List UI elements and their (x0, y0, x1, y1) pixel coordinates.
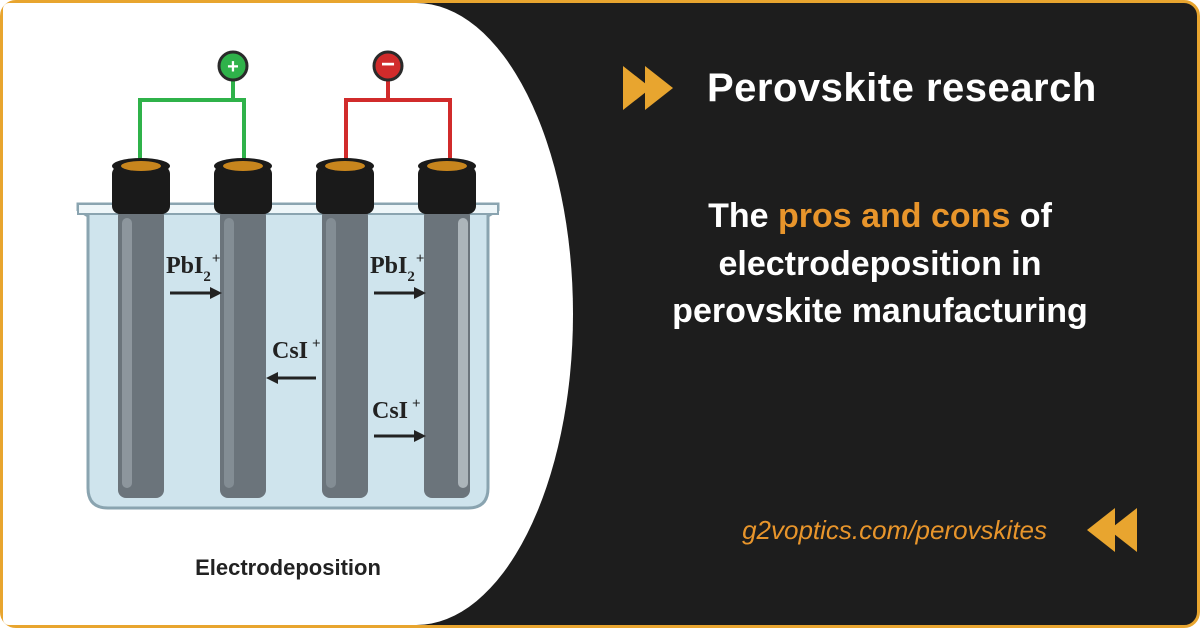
subtitle-prefix: The (708, 197, 778, 235)
subtitle-suffix-1: of (1010, 197, 1052, 235)
source-url: g2voptics.com/perovskites (742, 515, 1047, 546)
page-title: Perovskite research (707, 66, 1097, 111)
diagram: + − (58, 48, 518, 533)
svg-text:−: − (381, 51, 395, 78)
subtitle-accent: pros and cons (778, 197, 1010, 235)
electrode-1 (112, 158, 170, 498)
terminal-minus: − (374, 51, 402, 80)
subtitle-line-2: electrodeposition in (718, 245, 1041, 283)
diagram-caption: Electrodeposition (195, 555, 381, 581)
electrode-3 (316, 158, 374, 498)
double-chevron-right-icon (623, 63, 693, 113)
electrodeposition-svg: + − (58, 48, 518, 528)
terminal-plus: + (219, 52, 247, 80)
electrode-4 (418, 158, 476, 498)
diagram-panel: + − (3, 3, 573, 625)
subtitle-line-3: perovskite manufacturing (672, 292, 1088, 330)
electrode-2 (214, 158, 272, 498)
double-chevron-left-icon (1067, 505, 1137, 555)
svg-text:+: + (227, 56, 239, 78)
footer: g2voptics.com/perovskites (623, 505, 1137, 555)
text-panel: Perovskite research The pros and cons of… (573, 3, 1197, 625)
infographic-card: + − (0, 0, 1200, 628)
title-row: Perovskite research (623, 63, 1137, 113)
subtitle: The pros and cons of electrodeposition i… (672, 193, 1088, 336)
